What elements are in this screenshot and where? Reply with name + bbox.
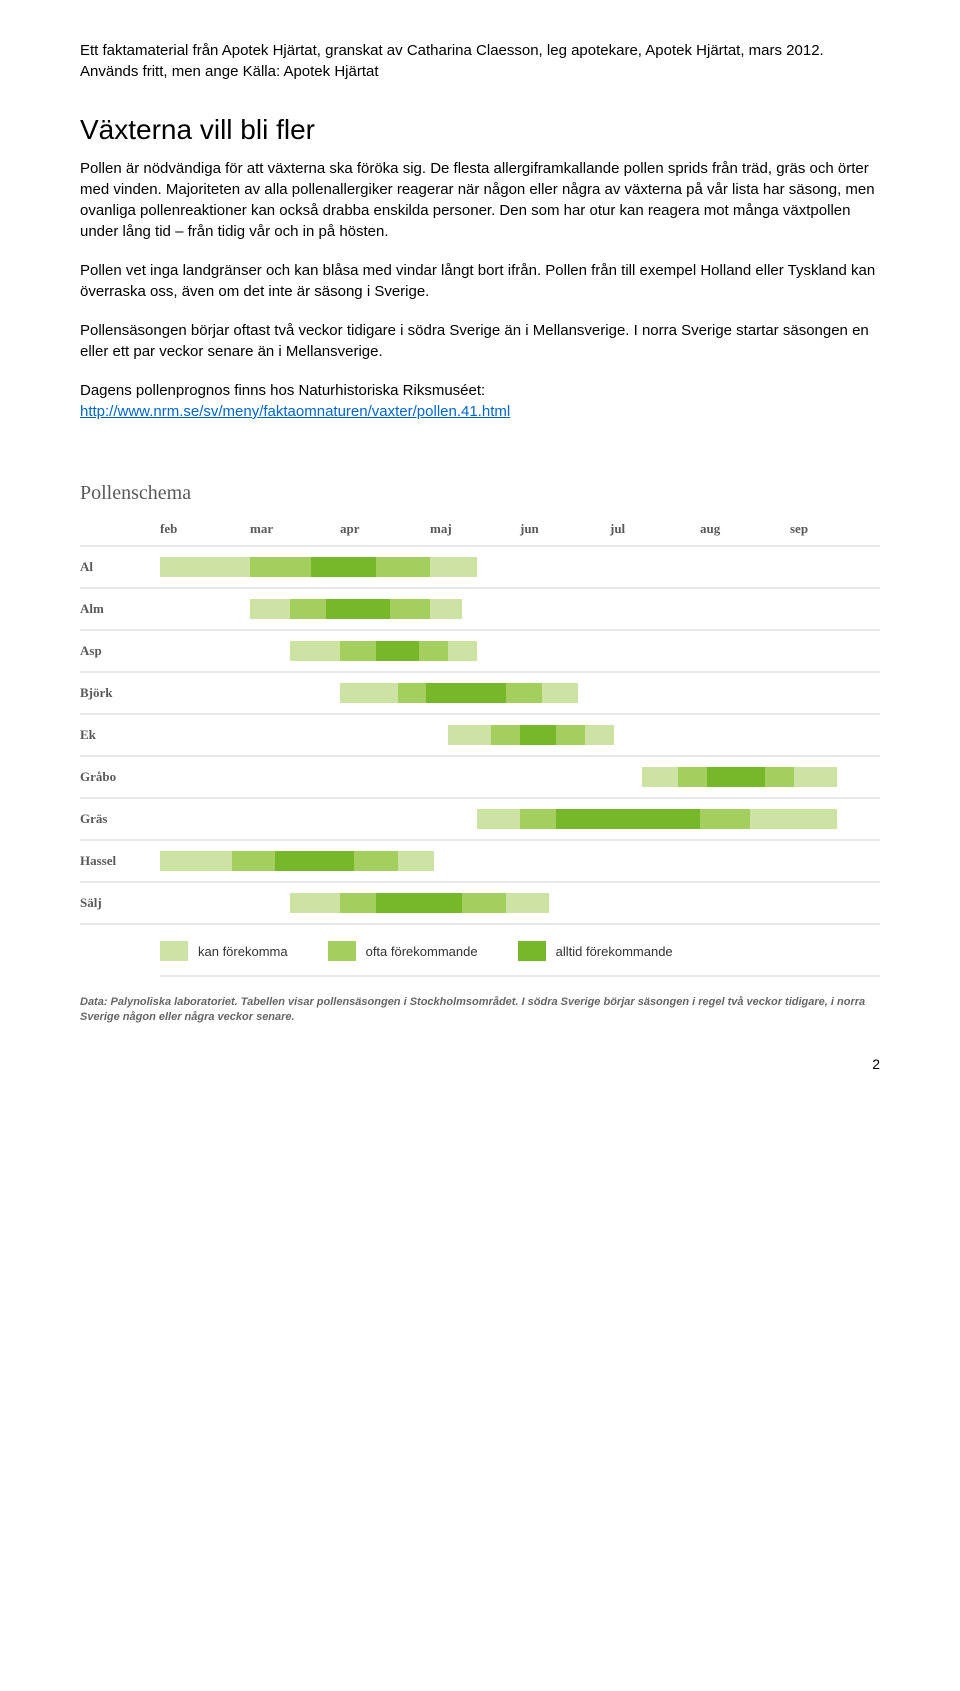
page-number: 2 xyxy=(80,1056,880,1072)
legend-item: ofta förekommande xyxy=(328,941,478,961)
month-header: apr xyxy=(340,517,430,547)
plant-label: Alm xyxy=(80,589,160,631)
pollen-forecast-link[interactable]: http://www.nrm.se/sv/meny/faktaomnaturen… xyxy=(80,403,510,420)
month-header: mar xyxy=(250,517,340,547)
bar-segment xyxy=(340,683,398,703)
plant-bar-cell xyxy=(160,715,880,757)
bar-segment xyxy=(340,893,376,913)
plant-label: Björk xyxy=(80,673,160,715)
bar-segment xyxy=(390,599,430,619)
bar-segment xyxy=(160,557,250,577)
bar-segment xyxy=(290,599,326,619)
bar-segment xyxy=(506,683,542,703)
bar-segment xyxy=(585,725,614,745)
paragraph-3: Pollensäsongen börjar oftast två veckor … xyxy=(80,320,880,362)
month-header: jun xyxy=(520,517,610,547)
plant-label: Gräs xyxy=(80,799,160,841)
bar-segment xyxy=(556,809,700,829)
bar-segment xyxy=(275,851,354,871)
bar-segment xyxy=(707,767,765,787)
pollen-chart: Pollenschema febmaraprmajjunjulaugsepAlA… xyxy=(80,482,880,1026)
bar-segment xyxy=(326,599,391,619)
bar-segment xyxy=(376,557,430,577)
bar-segment xyxy=(398,851,434,871)
bar-segment xyxy=(376,893,462,913)
paragraph-1: Pollen är nödvändiga för att växterna sk… xyxy=(80,158,880,242)
legend-label: ofta förekommande xyxy=(366,944,478,959)
bar-segment xyxy=(354,851,397,871)
bar-segment xyxy=(678,767,707,787)
bar-segment xyxy=(520,725,556,745)
bar-segment xyxy=(448,641,477,661)
bar-segment xyxy=(290,893,340,913)
bar-segment xyxy=(765,767,794,787)
plant-bar-cell xyxy=(160,631,880,673)
bar-segment xyxy=(700,809,750,829)
chart-header-blank xyxy=(80,517,160,547)
bar-segment xyxy=(430,557,477,577)
bar-segment xyxy=(290,641,340,661)
bar-segment xyxy=(232,851,275,871)
legend-swatch xyxy=(328,941,356,961)
plant-bar-cell xyxy=(160,841,880,883)
chart-grid: febmaraprmajjunjulaugsepAlAlmAspBjörkEkG… xyxy=(80,517,880,925)
month-header: sep xyxy=(790,517,880,547)
plant-label: Ek xyxy=(80,715,160,757)
legend-item: kan förekomma xyxy=(160,941,288,961)
bar-segment xyxy=(750,809,836,829)
plant-label: Sälj xyxy=(80,883,160,925)
intro-text: Ett faktamaterial från Apotek Hjärtat, g… xyxy=(80,40,880,82)
bar-segment xyxy=(794,767,837,787)
plant-bar-cell xyxy=(160,673,880,715)
bar-segment xyxy=(398,683,427,703)
plant-bar-cell xyxy=(160,883,880,925)
plant-label: Asp xyxy=(80,631,160,673)
bar-segment xyxy=(477,809,520,829)
legend-swatch xyxy=(160,941,188,961)
plant-bar-cell xyxy=(160,547,880,589)
bar-segment xyxy=(642,767,678,787)
plant-bar-cell xyxy=(160,589,880,631)
bar-segment xyxy=(542,683,578,703)
chart-footnote: Data: Palynoliska laboratoriet. Tabellen… xyxy=(80,995,880,1026)
plant-bar-cell xyxy=(160,757,880,799)
bar-segment xyxy=(426,683,505,703)
month-header: maj xyxy=(430,517,520,547)
bar-segment xyxy=(311,557,376,577)
bar-segment xyxy=(430,599,462,619)
bar-segment xyxy=(376,641,419,661)
bar-segment xyxy=(250,599,290,619)
para4-prefix: Dagens pollenprognos finns hos Naturhist… xyxy=(80,382,485,399)
plant-bar-cell xyxy=(160,799,880,841)
bar-segment xyxy=(520,809,556,829)
bar-segment xyxy=(340,641,376,661)
legend-label: alltid förekommande xyxy=(556,944,673,959)
plant-label: Al xyxy=(80,547,160,589)
month-header: jul xyxy=(610,517,700,547)
bar-segment xyxy=(506,893,549,913)
page-title: Växterna vill bli fler xyxy=(80,114,880,146)
bar-segment xyxy=(556,725,585,745)
legend-item: alltid förekommande xyxy=(518,941,673,961)
plant-label: Hassel xyxy=(80,841,160,883)
paragraph-2: Pollen vet inga landgränser och kan blås… xyxy=(80,260,880,302)
paragraph-4: Dagens pollenprognos finns hos Naturhist… xyxy=(80,380,880,422)
plant-label: Gråbo xyxy=(80,757,160,799)
bar-segment xyxy=(448,725,491,745)
bar-segment xyxy=(419,641,448,661)
bar-segment xyxy=(462,893,505,913)
bar-segment xyxy=(160,851,232,871)
chart-legend: kan förekomma ofta förekommande alltid för… xyxy=(160,941,880,977)
month-header: aug xyxy=(700,517,790,547)
month-header: feb xyxy=(160,517,250,547)
bar-segment xyxy=(491,725,520,745)
legend-label: kan förekomma xyxy=(198,944,288,959)
bar-segment xyxy=(250,557,311,577)
legend-swatch xyxy=(518,941,546,961)
chart-title: Pollenschema xyxy=(80,482,880,505)
